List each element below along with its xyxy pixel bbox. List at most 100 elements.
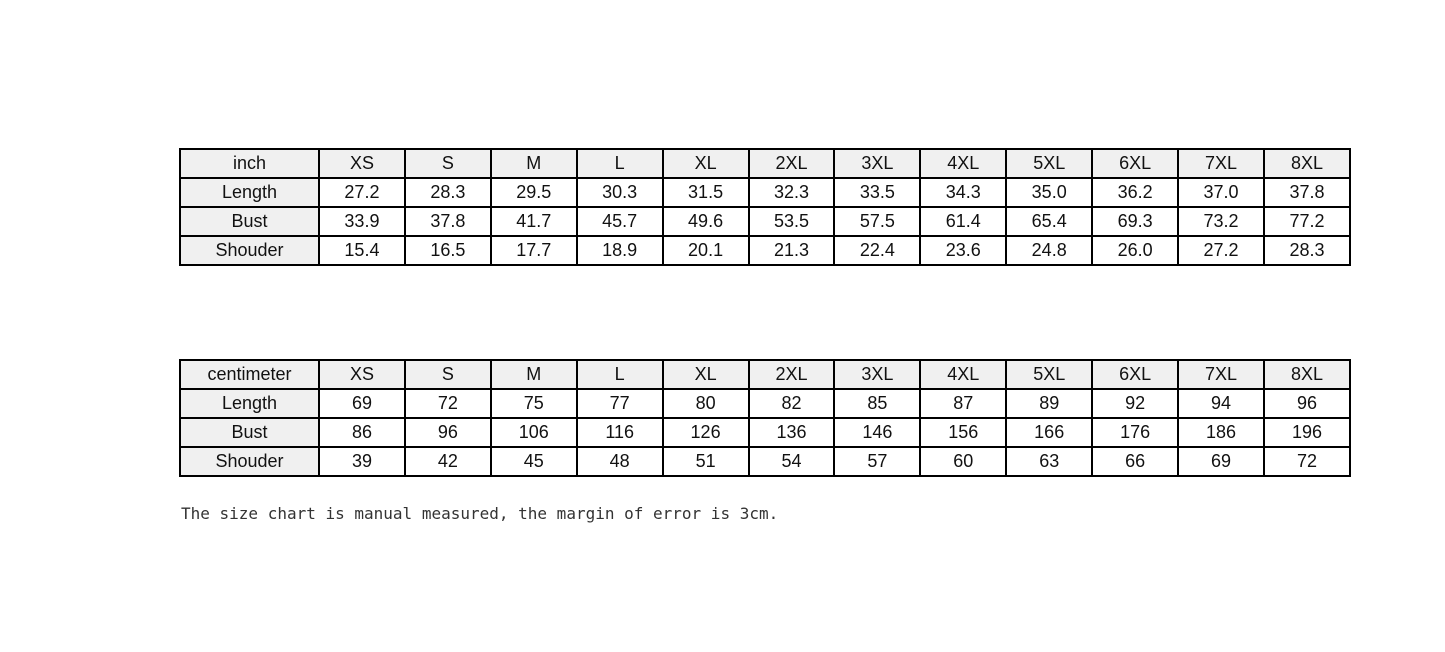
size-value-cell: 24.8 [1005, 235, 1094, 266]
measurement-row: Shouder 39 42 45 48 51 54 57 60 63 66 69 72 [179, 446, 1352, 477]
measure-label-cell: Shouder [179, 235, 320, 266]
size-header-cell: XS [318, 148, 406, 179]
size-value-cell: 37.8 [1262, 177, 1352, 208]
size-value-cell: 69 [1177, 446, 1265, 477]
size-header-cell: 8XL [1262, 359, 1352, 390]
size-header-cell: 5XL [1005, 359, 1094, 390]
centimeter-size-table: centimeter XS S M L XL 2XL 3XL 4XL 5XL 6XL 7XL 8XL Le… [179, 359, 1352, 477]
size-value-cell: 69 [318, 388, 406, 419]
size-header-cell: 8XL [1262, 148, 1352, 179]
measure-label-cell: Bust [179, 417, 320, 448]
size-value-cell: 26.0 [1091, 235, 1180, 266]
size-value-cell: 54 [747, 446, 836, 477]
size-header-cell: M [489, 359, 578, 390]
size-value-cell: 96 [1262, 388, 1352, 419]
size-value-cell: 27.2 [318, 177, 406, 208]
size-value-cell: 72 [1262, 446, 1352, 477]
size-header-cell: 7XL [1177, 148, 1265, 179]
inch-size-table: inch XS S M L XL 2XL 3XL 4XL 5XL 6XL 7XL 8XL Length 27… [179, 148, 1352, 266]
size-value-cell: 73.2 [1177, 206, 1265, 237]
measure-label-cell: Length [179, 177, 320, 208]
size-value-cell: 136 [747, 417, 836, 448]
size-value-cell: 37.8 [403, 206, 492, 237]
measurement-row: Bust 33.9 37.8 41.7 45.7 49.6 53.5 57.5 61.4 65.4… [179, 206, 1352, 237]
size-header-cell: 2XL [747, 359, 836, 390]
measurement-row: Shouder 15.4 16.5 17.7 18.9 20.1 21.3 22.4 23.6 2… [179, 235, 1352, 266]
size-value-cell: 42 [403, 446, 492, 477]
size-value-cell: 31.5 [661, 177, 750, 208]
size-value-cell: 20.1 [661, 235, 750, 266]
size-value-cell: 23.6 [919, 235, 1008, 266]
size-value-cell: 66 [1091, 446, 1180, 477]
size-value-cell: 37.0 [1177, 177, 1265, 208]
size-value-cell: 36.2 [1091, 177, 1180, 208]
size-value-cell: 16.5 [403, 235, 492, 266]
size-value-cell: 96 [403, 417, 492, 448]
size-value-cell: 35.0 [1005, 177, 1094, 208]
size-value-cell: 39 [318, 446, 406, 477]
size-header-cell: XS [318, 359, 406, 390]
measure-label-cell: Bust [179, 206, 320, 237]
size-value-cell: 87 [919, 388, 1008, 419]
size-value-cell: 166 [1005, 417, 1094, 448]
size-value-cell: 186 [1177, 417, 1265, 448]
size-value-cell: 34.3 [919, 177, 1008, 208]
size-value-cell: 86 [318, 417, 406, 448]
size-value-cell: 57.5 [833, 206, 922, 237]
size-value-cell: 60 [919, 446, 1008, 477]
size-value-cell: 51 [661, 446, 750, 477]
size-value-cell: 33.9 [318, 206, 406, 237]
measure-label-cell: Length [179, 388, 320, 419]
size-value-cell: 48 [575, 446, 664, 477]
size-value-cell: 116 [575, 417, 664, 448]
size-header-cell: XL [661, 359, 750, 390]
measurement-row: Bust 86 96 106 116 126 136 146 156 166 176 186 196 [179, 417, 1352, 448]
size-header-cell: 7XL [1177, 359, 1265, 390]
size-value-cell: 57 [833, 446, 922, 477]
size-value-cell: 27.2 [1177, 235, 1265, 266]
size-value-cell: 49.6 [661, 206, 750, 237]
size-value-cell: 45.7 [575, 206, 664, 237]
size-header-cell: 6XL [1091, 148, 1180, 179]
size-header-cell: 3XL [833, 359, 922, 390]
size-value-cell: 29.5 [489, 177, 578, 208]
size-chart-note: The size chart is manual measured, the m… [181, 504, 779, 523]
size-value-cell: 77 [575, 388, 664, 419]
size-value-cell: 72 [403, 388, 492, 419]
size-value-cell: 196 [1262, 417, 1352, 448]
size-header-cell: S [403, 359, 492, 390]
size-value-cell: 41.7 [489, 206, 578, 237]
size-value-cell: 45 [489, 446, 578, 477]
size-value-cell: 63 [1005, 446, 1094, 477]
size-value-cell: 22.4 [833, 235, 922, 266]
size-value-cell: 17.7 [489, 235, 578, 266]
size-value-cell: 28.3 [1262, 235, 1352, 266]
size-value-cell: 28.3 [403, 177, 492, 208]
size-value-cell: 94 [1177, 388, 1265, 419]
size-header-cell: M [489, 148, 578, 179]
unit-header-cell: centimeter [179, 359, 320, 390]
size-value-cell: 18.9 [575, 235, 664, 266]
size-header-cell: L [575, 148, 664, 179]
size-value-cell: 30.3 [575, 177, 664, 208]
size-value-cell: 77.2 [1262, 206, 1352, 237]
size-header-cell: 2XL [747, 148, 836, 179]
size-value-cell: 92 [1091, 388, 1180, 419]
size-value-cell: 75 [489, 388, 578, 419]
size-value-cell: 21.3 [747, 235, 836, 266]
size-value-cell: 65.4 [1005, 206, 1094, 237]
size-header-cell: 3XL [833, 148, 922, 179]
size-value-cell: 82 [747, 388, 836, 419]
size-value-cell: 53.5 [747, 206, 836, 237]
size-value-cell: 156 [919, 417, 1008, 448]
size-header-row: centimeter XS S M L XL 2XL 3XL 4XL 5XL 6XL 7XL 8XL [179, 359, 1352, 390]
size-header-cell: L [575, 359, 664, 390]
size-header-cell: 4XL [919, 359, 1008, 390]
size-value-cell: 33.5 [833, 177, 922, 208]
unit-header-cell: inch [179, 148, 320, 179]
size-header-cell: 6XL [1091, 359, 1180, 390]
size-value-cell: 80 [661, 388, 750, 419]
measure-label-cell: Shouder [179, 446, 320, 477]
size-value-cell: 146 [833, 417, 922, 448]
